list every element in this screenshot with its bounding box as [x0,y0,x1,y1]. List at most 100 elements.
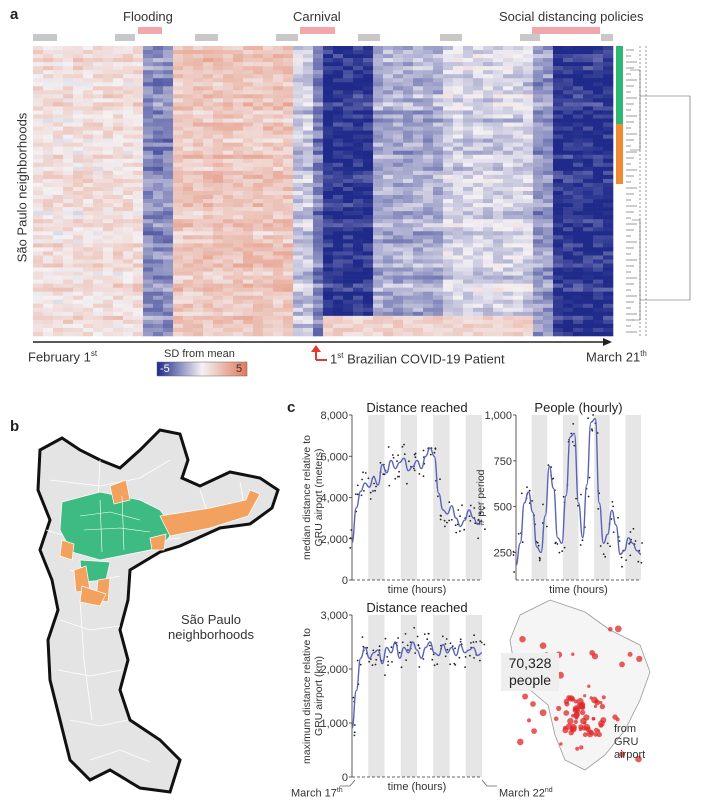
data-point [513,571,515,573]
data-point [577,504,579,507]
data-point [563,546,566,549]
data-point [620,556,623,559]
data-point [554,542,557,545]
data-point [446,648,449,651]
data-point [454,524,457,527]
data-point [629,554,632,557]
data-point [570,432,573,435]
data-point [433,451,436,454]
chart-people-hourly: 250 500 750 1,000 People (hourly) time (hours… [475,400,643,596]
data-point [422,658,425,660]
data-point [483,643,486,646]
data-point [359,663,362,666]
data-point [427,632,430,635]
map-airport-note: from GRU airport [614,723,646,761]
data-point [360,494,363,497]
data-point [479,659,481,662]
data-point [592,414,594,416]
data-point [400,666,403,669]
map-people-callout: 70,328 people [501,653,559,691]
data-point [444,525,446,528]
data-point [440,515,442,517]
data-point [611,501,614,503]
sao-paulo-map [36,428,280,794]
data-point [352,696,355,699]
data-point [575,497,577,500]
data-point [356,493,359,496]
data-point [401,641,404,644]
data-point [426,638,429,641]
cluster-sidebars [616,46,623,184]
data-point [361,478,363,481]
data-point [371,664,374,667]
data-point [641,542,643,544]
data-point [459,638,462,641]
data-point [431,658,434,661]
data-point [464,656,467,658]
data-point [409,641,412,643]
data-point [408,460,410,463]
y-tick-label: 4,000 [320,493,348,505]
data-point [429,644,431,647]
data-point [394,477,397,480]
data-point [361,636,364,638]
event-carnival-label: Carnival [293,9,341,24]
data-point [362,471,364,474]
data-point [418,473,421,475]
data-point [437,495,439,498]
series-line [515,417,642,566]
data-point [384,674,386,676]
data-point [375,658,378,661]
data-point [430,648,432,650]
event-flooding-label: Flooding [123,9,173,24]
dendrogram [626,46,691,336]
data-point [629,531,632,533]
data-point [422,475,425,478]
data-point [621,565,623,568]
data-point [349,537,352,540]
y-axis-label: # per period [475,469,487,525]
data-point [479,511,482,513]
data-point [388,484,391,487]
data-point [479,640,482,642]
data-point [606,542,609,545]
chart-title: Distance reached [366,600,467,615]
data-point [350,529,353,531]
chart-max-distance: 0 1,000 2,000 3,000 Distance reached time (ho… [301,600,486,793]
y-axis-label: maximum distance relative toGRU airport … [301,628,325,764]
data-point [536,541,539,544]
data-point [449,642,452,645]
data-point [374,489,376,492]
data-point [612,505,614,508]
data-point [469,504,472,507]
data-point [372,490,374,492]
data-point [572,423,575,425]
chart-median-distance: 0 2,000 4,000 6,000 8,000 Distance reached tim… [301,400,486,596]
data-point [638,549,641,552]
data-point [617,516,619,519]
data-point [588,476,591,479]
data-point [542,503,544,506]
data-point [364,472,367,474]
data-point [439,478,441,481]
data-point [414,452,417,455]
data-point [369,498,372,500]
data-point [398,470,400,473]
data-point [464,666,466,668]
data-point [434,447,437,450]
patient-label: 1st Brazilian COVID-19 Patient [330,351,505,367]
data-point [398,475,401,478]
data-point [448,519,451,522]
data-point [461,504,463,507]
data-point [392,456,395,459]
data-point [397,637,399,639]
data-point [406,482,408,485]
data-point [401,446,404,448]
data-point [418,666,421,668]
event-bars [33,27,613,41]
data-point [413,469,416,472]
data-point [369,491,372,494]
data-point [412,467,415,470]
data-point [353,731,356,734]
data-point [374,663,377,666]
